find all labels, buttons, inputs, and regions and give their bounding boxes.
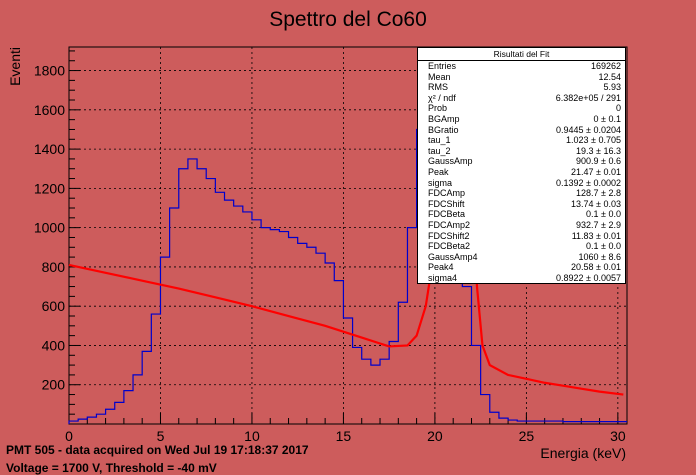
x-tick-label: 30: [610, 428, 626, 444]
histogram-series: [68, 69, 627, 424]
fit-param-value: 0.1392 ± 0.0002: [556, 177, 621, 188]
fit-param-name: sigma4: [428, 272, 458, 283]
fit-param-name: FDCBeta2: [428, 241, 471, 252]
x-tick-label: 20: [427, 428, 443, 444]
fit-result-row: tau_1 1.023 ± 0.705: [418, 135, 625, 146]
fit-param-name: RMS: [428, 82, 448, 93]
fit-param-name: FDCAmp2: [428, 219, 471, 230]
fit-result-row: FDCBeta 0.1 ± 0.0: [418, 209, 625, 220]
fit-param-name: sigma: [428, 177, 453, 188]
fit-result-row: Peak4 20.58 ± 0.01: [418, 262, 625, 273]
y-tick-label: 200: [42, 377, 66, 393]
fit-results-rows: Entries 169262 Mean 12.54 RMS 5.93 χ² / ndf 6.3…: [418, 61, 625, 283]
fit-param-name: FDCShift2: [428, 230, 470, 241]
fit-param-value: 0: [615, 103, 621, 114]
fit-param-value: 1.023 ± 0.705: [566, 135, 621, 146]
y-tick-label: 1000: [34, 220, 65, 236]
fit-result-row: FDCShift2 11.83 ± 0.01: [418, 231, 625, 242]
fit-param-name: Peak4: [428, 262, 454, 273]
fit-param-value: 20.58 ± 0.01: [571, 262, 621, 273]
fit-param-name: χ² / ndf: [428, 92, 456, 103]
footer-voltage-info: Voltage = 1700 V, Threshold = -40 mV: [6, 461, 217, 475]
fit-param-value: 932.7 ± 2.9: [576, 219, 621, 230]
fit-result-row: FDCAmp 128.7 ± 2.8: [418, 188, 625, 199]
x-tick-label: 25: [519, 428, 535, 444]
fit-result-row: Prob 0: [418, 103, 625, 114]
fit-result-row: BGratio 0.9445 ± 0.0204: [418, 125, 625, 136]
y-tick-label: 800: [42, 259, 66, 275]
fit-param-name: BGratio: [428, 124, 459, 135]
y-tick-label: 1400: [34, 141, 65, 157]
fit-result-row: FDCShift 13.74 ± 0.03: [418, 199, 625, 210]
footer-acquisition-info: PMT 505 - data acquired on Wed Jul 19 17…: [6, 443, 309, 457]
fit-param-value: 19.3 ± 16.3: [576, 145, 621, 156]
fit-param-value: 900.9 ± 0.6: [576, 156, 621, 167]
fit-param-name: Peak: [428, 166, 449, 177]
fit-param-name: tau_1: [428, 135, 451, 146]
y-tick-label: 600: [42, 298, 66, 314]
fit-result-row: sigma4 0.8922 ± 0.0057: [418, 273, 625, 284]
fit-param-name: FDCShift: [428, 198, 465, 209]
fit-result-row: FDCBeta2 0.1 ± 0.0: [418, 241, 625, 252]
y-tick-label: 1600: [34, 102, 65, 118]
fit-result-row: Mean 12.54: [418, 72, 625, 83]
fit-result-row: Entries 169262: [418, 61, 625, 72]
fit-result-row: FDCAmp2 932.7 ± 2.9: [418, 220, 625, 231]
fit-param-name: FDCBeta: [428, 209, 466, 220]
x-tick-label: 15: [336, 428, 352, 444]
fit-param-name: FDCAmp: [428, 188, 466, 199]
y-tick-label: 400: [42, 337, 66, 353]
fit-param-value: 169262: [590, 61, 621, 71]
plot-frame: [68, 46, 628, 425]
fit-param-value: 0.1 ± 0.0: [586, 241, 621, 252]
fit-result-row: RMS 5.93: [418, 82, 625, 93]
fit-result-row: sigma 0.1392 ± 0.0002: [418, 178, 625, 189]
fit-result-row: BGAmp 0 ± 0.1: [418, 114, 625, 125]
fit-param-name: GaussAmp: [428, 156, 473, 167]
fit-param-name: GaussAmp4: [428, 251, 478, 262]
fit-param-name: Entries: [428, 61, 457, 71]
fit-param-name: BGAmp: [428, 113, 460, 124]
fit-param-value: 0 ± 0.1: [593, 113, 621, 124]
fit-result-row: χ² / ndf 6.382e+05 / 291: [418, 93, 625, 104]
y-axis-label: Eventi: [7, 47, 23, 86]
fit-result-row: GaussAmp4 1060 ± 8.6: [418, 252, 625, 263]
fit-result-row: tau_2 19.3 ± 16.3: [418, 146, 625, 157]
y-tick-label: 1200: [34, 180, 65, 196]
x-tick-label: 10: [244, 428, 260, 444]
fit-param-value: 11.83 ± 0.01: [571, 230, 621, 241]
x-axis-label: Energia (keV): [540, 445, 626, 461]
fit-param-name: tau_2: [428, 145, 451, 156]
fit-param-value: 128.7 ± 2.8: [576, 188, 621, 199]
fit-results-title: Risultati del Fit: [418, 48, 625, 61]
fit-param-value: 12.54: [598, 71, 621, 82]
axes: 0 5 10 15 20 25 30 200 400 600 800 1000 1200 1400 1600…: [34, 50, 626, 444]
fit-param-value: 0.1 ± 0.0: [586, 209, 621, 220]
y-tick-label: 1800: [34, 63, 65, 79]
x-tick-label: 5: [157, 428, 165, 444]
fit-result-row: Peak 21.47 ± 0.01: [418, 167, 625, 178]
fit-param-value: 0.8922 ± 0.0057: [556, 272, 621, 283]
fit-results-box: Risultati del Fit Entries 169262 Mean 12.54…: [417, 47, 626, 284]
fit-result-row: GaussAmp 900.9 ± 0.6: [418, 156, 625, 167]
fit-param-value: 13.74 ± 0.03: [571, 198, 621, 209]
fit-param-value: 1060 ± 8.6: [578, 251, 621, 262]
fit-param-value: 0.9445 ± 0.0204: [556, 124, 621, 135]
fit-param-value: 5.93: [603, 82, 621, 93]
fit-param-value: 21.47 ± 0.01: [571, 166, 621, 177]
x-tick-label: 0: [65, 428, 73, 444]
chart-title: Spettro del Co60: [269, 8, 427, 31]
fit-param-value: 6.382e+05 / 291: [555, 92, 621, 103]
fit-param-name: Prob: [428, 103, 448, 114]
fit-param-name: Mean: [428, 71, 451, 82]
